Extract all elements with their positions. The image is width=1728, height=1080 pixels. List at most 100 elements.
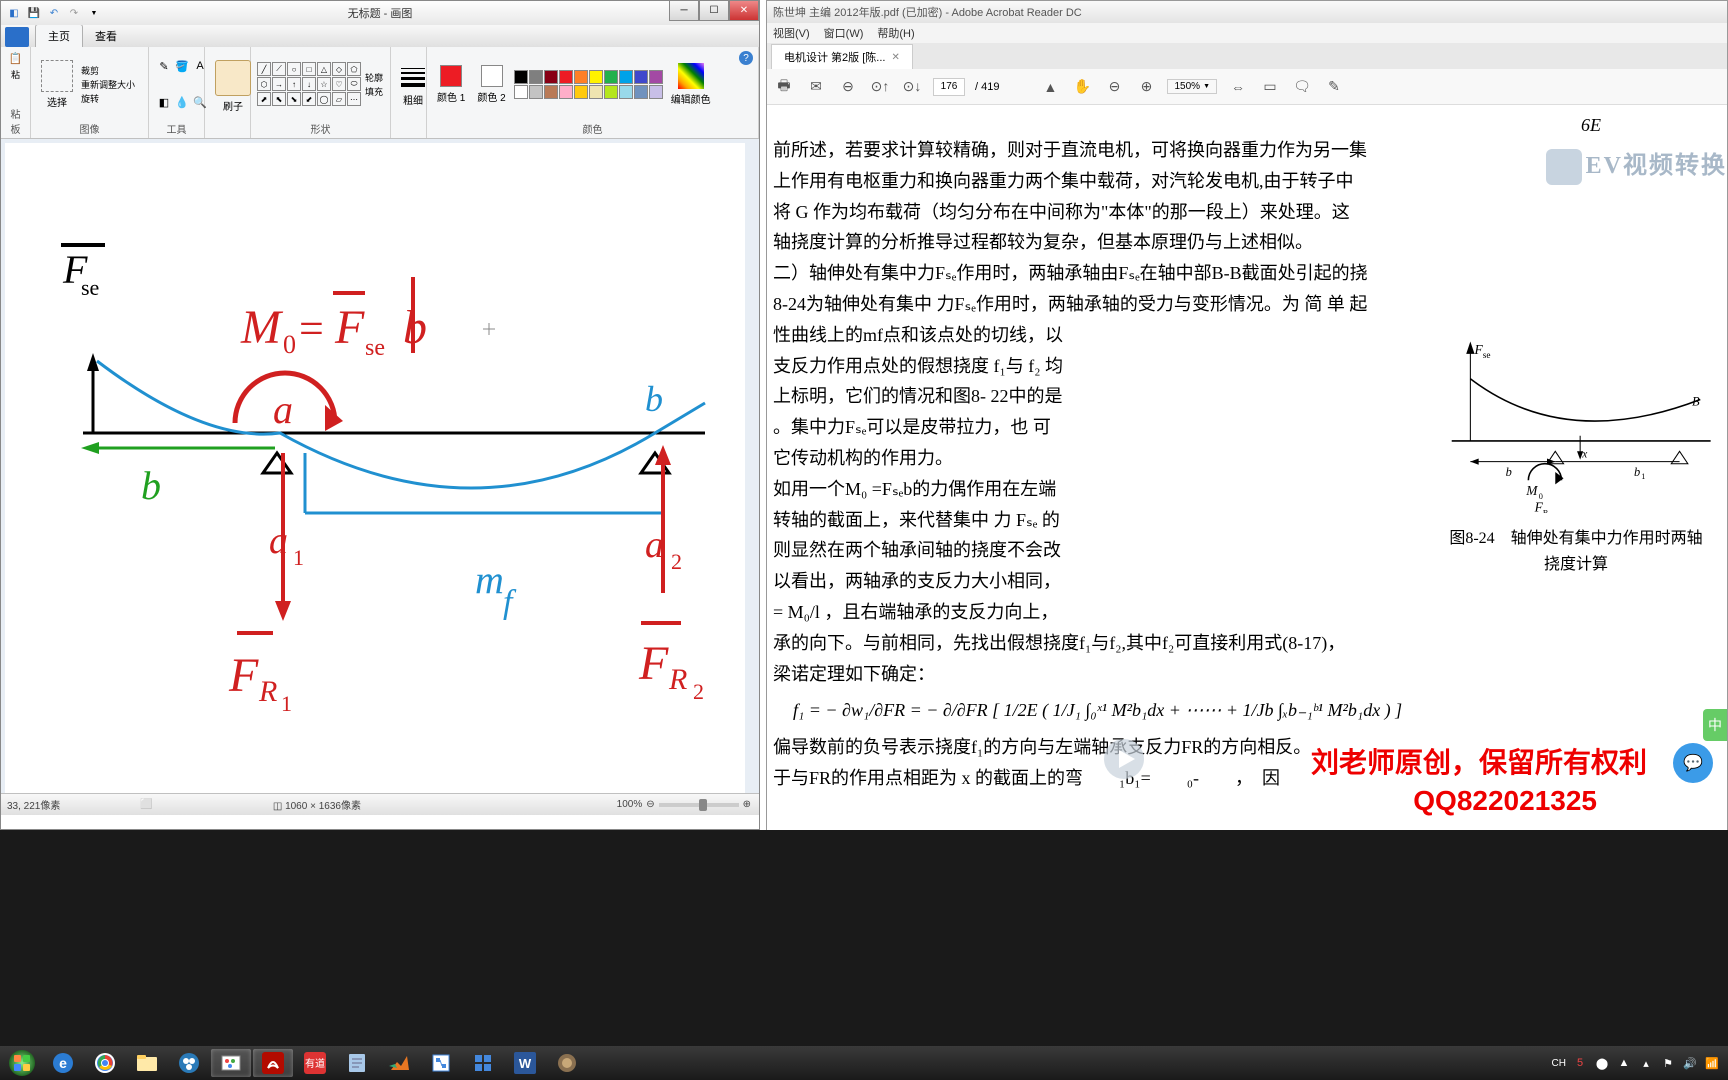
- task-app-gold[interactable]: [547, 1049, 587, 1077]
- palette-color[interactable]: [544, 85, 558, 99]
- overlay-play-icon[interactable]: [1102, 737, 1146, 781]
- minimize-button[interactable]: ─: [669, 1, 699, 21]
- resize-button[interactable]: 重新调整大小: [81, 78, 135, 91]
- palette-color[interactable]: [559, 70, 573, 84]
- zoom-out-icon[interactable]: ⊖: [837, 76, 859, 98]
- palette-color[interactable]: [634, 70, 648, 84]
- select-tool-icon[interactable]: ▲: [1039, 76, 1061, 98]
- undo-icon[interactable]: ↶: [45, 4, 63, 22]
- paint-canvas[interactable]: F se b m f: [5, 143, 745, 793]
- zoom-minus-icon[interactable]: ⊖: [1103, 76, 1125, 98]
- task-dict[interactable]: 有道: [295, 1049, 335, 1077]
- maximize-button[interactable]: ☐: [699, 1, 729, 21]
- mail-icon[interactable]: ✉: [805, 76, 827, 98]
- tray-up-icon[interactable]: ▴: [1638, 1055, 1654, 1071]
- task-chrome[interactable]: [85, 1049, 125, 1077]
- outline-button[interactable]: 轮廓: [365, 71, 383, 84]
- menu-help[interactable]: 帮助(H): [877, 25, 914, 41]
- palette-color[interactable]: [514, 70, 528, 84]
- save-icon[interactable]: 💾: [25, 4, 43, 22]
- tab-close-icon[interactable]: ✕: [891, 52, 899, 63]
- color1-button[interactable]: 颜色 1: [433, 63, 469, 106]
- task-matlab[interactable]: [379, 1049, 419, 1077]
- page-down-icon[interactable]: ⊙↓: [901, 76, 923, 98]
- color2-button[interactable]: 颜色 2: [473, 63, 509, 106]
- palette-color[interactable]: [544, 70, 558, 84]
- palette-color[interactable]: [604, 70, 618, 84]
- redo-icon[interactable]: ↷: [65, 4, 83, 22]
- select-button[interactable]: 选择: [37, 58, 77, 111]
- palette-color[interactable]: [589, 85, 603, 99]
- fill-icon[interactable]: 🪣: [173, 57, 191, 75]
- palette-color[interactable]: [514, 85, 528, 99]
- qat-dropdown-icon[interactable]: ▼: [85, 4, 103, 22]
- palette-color[interactable]: [574, 85, 588, 99]
- menu-view[interactable]: 视图(V): [773, 25, 810, 41]
- crop-button[interactable]: 裁剪: [81, 64, 135, 77]
- palette-color[interactable]: [559, 85, 573, 99]
- start-button[interactable]: [2, 1048, 42, 1078]
- palette-color[interactable]: [574, 70, 588, 84]
- fit-width-icon[interactable]: ⇔: [1227, 76, 1249, 98]
- stroke-button[interactable]: 粗细: [397, 63, 429, 109]
- fill-button[interactable]: 填充: [365, 85, 383, 98]
- tray-flag-icon[interactable]: ⚑: [1660, 1055, 1676, 1071]
- palette-color[interactable]: [604, 85, 618, 99]
- zoom-plus-icon[interactable]: ⊕: [1135, 76, 1157, 98]
- task-app-blue[interactable]: [169, 1049, 209, 1077]
- task-note[interactable]: [337, 1049, 377, 1077]
- ribbon-tab-view[interactable]: 查看: [83, 25, 129, 47]
- task-sim[interactable]: [421, 1049, 461, 1077]
- palette-color[interactable]: [634, 85, 648, 99]
- palette-color[interactable]: [649, 70, 663, 84]
- rotate-button[interactable]: 旋转: [81, 92, 135, 105]
- zoom-slider[interactable]: [659, 803, 739, 807]
- paint-app-icon[interactable]: ◧: [5, 4, 23, 22]
- palette-color[interactable]: [529, 85, 543, 99]
- comment-icon[interactable]: 🗨: [1291, 76, 1313, 98]
- zoom-in-button[interactable]: ⊕: [743, 799, 751, 810]
- edit-colors-button[interactable]: 编辑颜色: [667, 61, 715, 108]
- task-grid[interactable]: [463, 1049, 503, 1077]
- zoom-display[interactable]: 150% ▼: [1167, 79, 1217, 94]
- brush-button[interactable]: 刷子: [211, 58, 255, 115]
- palette-color[interactable]: [649, 85, 663, 99]
- tray-icon-3[interactable]: ▲: [1616, 1055, 1632, 1071]
- ribbon-tab-home[interactable]: 主页: [35, 24, 83, 47]
- tray-icon-2[interactable]: ⬤: [1594, 1055, 1610, 1071]
- ribbon-group-shapes: ╱⟋○□△◇⬠ ⬡→↑↓☆♡⬭ ⬈⬉⬊⬋◯▱⋯ 轮廓 填充 形状: [251, 47, 391, 138]
- pencil-icon[interactable]: ✎: [155, 57, 173, 75]
- menu-window[interactable]: 窗口(W): [824, 25, 864, 41]
- overlay-tag[interactable]: 中: [1703, 709, 1727, 741]
- palette-color[interactable]: [619, 70, 633, 84]
- print-icon[interactable]: 🖶: [773, 76, 795, 98]
- task-ie[interactable]: e: [43, 1049, 83, 1077]
- color-palette[interactable]: [514, 70, 663, 99]
- page-input[interactable]: [933, 78, 965, 96]
- zoom-out-button[interactable]: ⊖: [646, 799, 654, 810]
- task-acrobat[interactable]: [253, 1049, 293, 1077]
- hand-tool-icon[interactable]: ✋: [1071, 76, 1093, 98]
- close-button[interactable]: ✕: [729, 1, 759, 21]
- picker-icon[interactable]: 💧: [173, 93, 191, 111]
- eraser-icon[interactable]: ◧: [155, 93, 173, 111]
- file-menu-button[interactable]: [5, 27, 29, 47]
- task-explorer[interactable]: [127, 1049, 167, 1077]
- tray-network-icon[interactable]: 📶: [1704, 1055, 1720, 1071]
- paste-icon[interactable]: 📋: [7, 49, 25, 67]
- tray-lang[interactable]: CH: [1552, 1058, 1566, 1069]
- palette-color[interactable]: [619, 85, 633, 99]
- task-word[interactable]: W: [505, 1049, 545, 1077]
- task-paint[interactable]: [211, 1049, 251, 1077]
- palette-color[interactable]: [589, 70, 603, 84]
- fit-page-icon[interactable]: ▭: [1259, 76, 1281, 98]
- highlight-icon[interactable]: ✎: [1323, 76, 1345, 98]
- tray-icon-1[interactable]: 5: [1572, 1055, 1588, 1071]
- shapes-gallery[interactable]: ╱⟋○□△◇⬠ ⬡→↑↓☆♡⬭ ⬈⬉⬊⬋◯▱⋯: [257, 62, 361, 106]
- page-up-icon[interactable]: ⊙↑: [869, 76, 891, 98]
- palette-color[interactable]: [529, 70, 543, 84]
- tray-volume-icon[interactable]: 🔊: [1682, 1055, 1698, 1071]
- acrobat-document-tab[interactable]: 电机设计 第2版 [陈... ✕: [771, 44, 913, 69]
- help-icon[interactable]: ?: [739, 51, 753, 65]
- overlay-chat-bubble[interactable]: 💬: [1673, 743, 1713, 783]
